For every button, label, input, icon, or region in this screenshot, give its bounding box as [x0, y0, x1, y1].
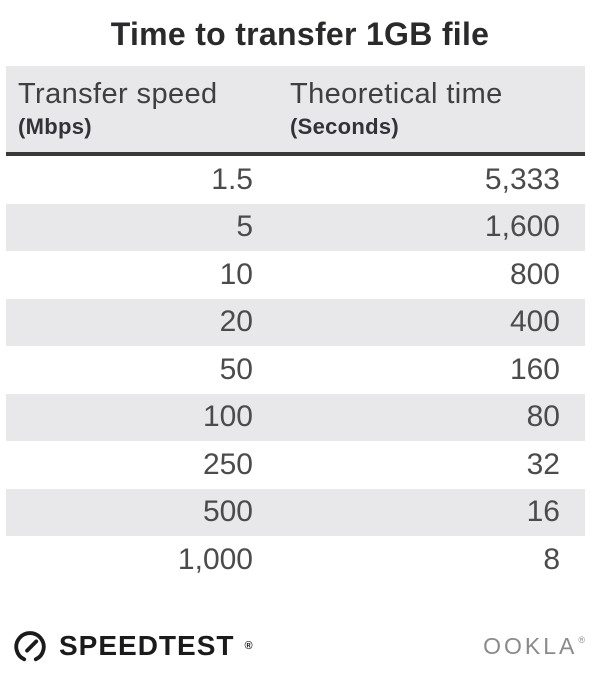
- cell-transfer-speed: 500: [202, 495, 253, 529]
- table-row: 1.5 5,333: [6, 156, 585, 204]
- speedtest-gauge-icon: [14, 631, 46, 662]
- ookla-registered-mark: ®: [578, 634, 585, 645]
- table-row: 1,000 8: [6, 536, 585, 584]
- table-row: 5 1,600: [6, 203, 585, 251]
- header-theoretical-time: Theoretical time (Seconds): [290, 66, 585, 152]
- cell-transfer-speed: 1.5: [211, 162, 253, 196]
- page-title: Time to transfer 1GB file: [110, 16, 490, 52]
- cell-theoretical-time: 32: [526, 447, 560, 481]
- header-theoretical-time-unit: (Seconds): [290, 114, 400, 140]
- table-row: 500 16: [6, 488, 585, 536]
- transfer-time-table: Transfer speed (Mbps) Theoretical time (…: [6, 66, 585, 584]
- cell-theoretical-time: 160: [509, 352, 560, 386]
- cell-transfer-speed: 250: [202, 447, 253, 481]
- cell-transfer-speed: 1,000: [177, 542, 253, 576]
- header-transfer-speed-label: Transfer speed: [18, 78, 218, 110]
- header-transfer-speed: Transfer speed (Mbps): [6, 66, 290, 152]
- table-row: 250 32: [6, 441, 585, 489]
- cell-transfer-speed: 50: [219, 352, 253, 386]
- table-row: 50 160: [6, 346, 585, 394]
- table-row: 10 800: [6, 251, 585, 299]
- cell-theoretical-time: 400: [509, 305, 560, 339]
- cell-theoretical-time: 16: [526, 495, 560, 529]
- cell-transfer-speed: 20: [219, 305, 253, 339]
- speedtest-registered-mark: ®: [244, 640, 253, 652]
- cell-theoretical-time: 80: [526, 400, 560, 434]
- cell-transfer-speed: 5: [236, 210, 253, 244]
- cell-transfer-speed: 100: [202, 400, 253, 434]
- cell-transfer-speed: 10: [219, 257, 253, 291]
- cell-theoretical-time: 1,600: [484, 210, 560, 244]
- footer: SPEEDTEST ® OOKLA ®: [10, 622, 585, 670]
- cell-theoretical-time: 8: [543, 542, 560, 576]
- header-theoretical-time-label: Theoretical time: [290, 78, 503, 110]
- header-transfer-speed-unit: (Mbps): [18, 114, 92, 140]
- speedtest-logo: SPEEDTEST ®: [10, 626, 253, 666]
- ookla-logo: OOKLA ®: [483, 633, 585, 660]
- ookla-wordmark: OOKLA: [483, 632, 578, 659]
- cell-theoretical-time: 5,333: [484, 162, 560, 196]
- table-body: 1.5 5,333 5 1,600 10 800 20 400 50 160 1…: [6, 156, 585, 584]
- table-row: 20 400: [6, 298, 585, 346]
- cell-theoretical-time: 800: [509, 257, 560, 291]
- speedtest-wordmark: SPEEDTEST: [59, 630, 235, 661]
- table-header-row: Transfer speed (Mbps) Theoretical time (…: [6, 66, 585, 156]
- table-row: 100 80: [6, 393, 585, 441]
